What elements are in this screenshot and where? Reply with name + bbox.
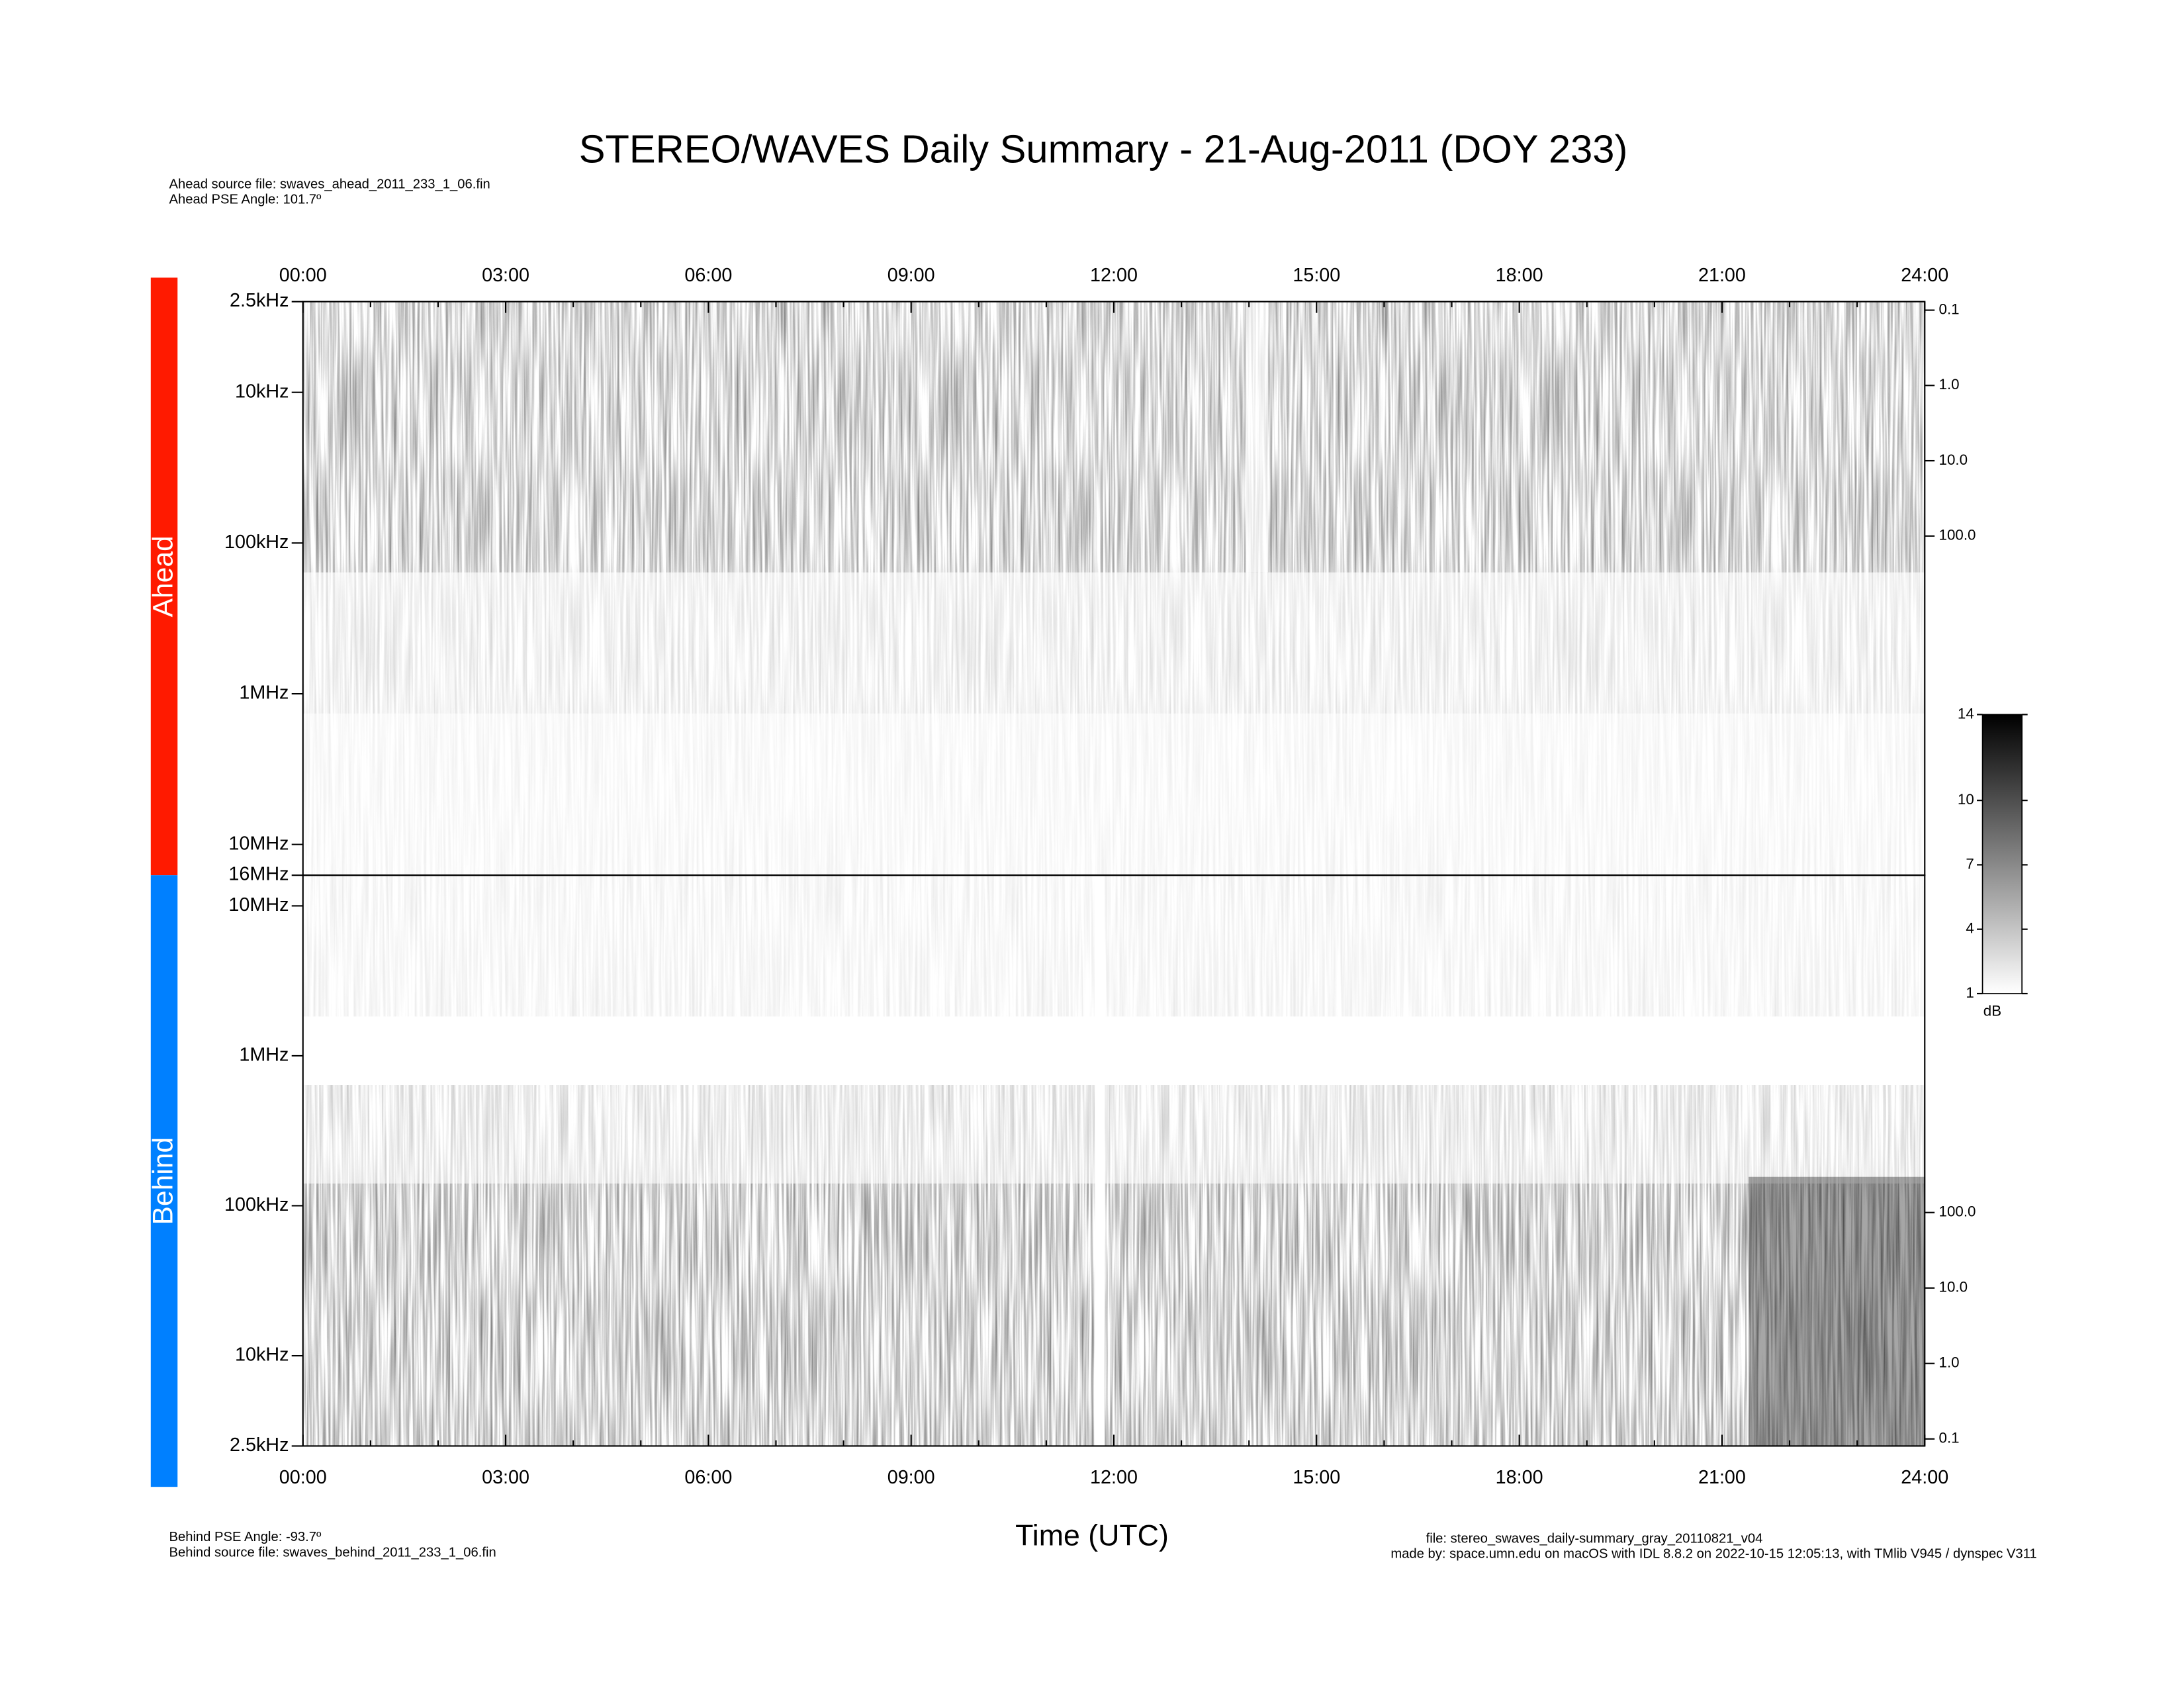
chart-title: STEREO/WAVES Daily Summary - 21-Aug-2011… bbox=[579, 127, 1628, 171]
y2-tick-label: 1.0 bbox=[1939, 376, 1960, 393]
colorbar-tick-label: 1 bbox=[1966, 984, 1974, 1001]
y-tick-label: 10MHz bbox=[228, 894, 289, 915]
x-axis-title: Time (UTC) bbox=[1015, 1520, 1169, 1552]
behind-angle: Behind PSE Angle: -93.7º bbox=[169, 1530, 322, 1544]
x-tick-label: 18:00 bbox=[1496, 265, 1543, 286]
y-tick-label: 2.5kHz bbox=[230, 290, 289, 311]
x-tick-label: 24:00 bbox=[1901, 265, 1948, 286]
x-tick-label: 21:00 bbox=[1698, 265, 1746, 286]
x-tick-label: 15:00 bbox=[1293, 1467, 1340, 1488]
ahead-angle: Ahead PSE Angle: 101.7º bbox=[169, 193, 322, 207]
panel-bar bbox=[150, 277, 178, 876]
y-tick-label: 10MHz bbox=[228, 833, 289, 854]
y-tick-label: 100kHz bbox=[224, 1194, 289, 1215]
x-tick-label: 06:00 bbox=[684, 1467, 732, 1488]
panel-bar bbox=[150, 875, 178, 1487]
y-tick-label: 1MHz bbox=[239, 682, 289, 704]
panel-label: Ahead bbox=[147, 536, 179, 617]
y2-tick-label: 0.1 bbox=[1939, 1430, 1960, 1446]
x-tick-label: 21:00 bbox=[1698, 1467, 1746, 1488]
y-tick-label: 100kHz bbox=[224, 532, 289, 553]
y-tick-label: 2.5kHz bbox=[230, 1434, 289, 1456]
y-tick-label: 10kHz bbox=[235, 1344, 289, 1366]
x-tick-label: 24:00 bbox=[1901, 1467, 1948, 1488]
x-tick-label: 18:00 bbox=[1496, 1467, 1543, 1488]
y2-tick-label: 100.0 bbox=[1939, 1203, 1976, 1220]
x-tick-label: 03:00 bbox=[482, 265, 529, 286]
y2-tick-label: 1.0 bbox=[1939, 1354, 1960, 1371]
y2-tick-label: 100.0 bbox=[1939, 527, 1976, 543]
colorbar-tick-label: 14 bbox=[1958, 705, 1974, 722]
x-tick-label: 09:00 bbox=[887, 265, 935, 286]
x-tick-label: 00:00 bbox=[279, 1467, 327, 1488]
x-tick-label: 12:00 bbox=[1090, 1467, 1138, 1488]
colorbar bbox=[1981, 714, 2023, 994]
y-tick-label: 16MHz bbox=[228, 864, 289, 885]
x-tick-label: 15:00 bbox=[1293, 265, 1340, 286]
x-tick-label: 06:00 bbox=[684, 265, 732, 286]
made-by: made by: space.umn.edu on macOS with IDL… bbox=[1390, 1547, 2036, 1562]
y2-tick-label: 10.0 bbox=[1939, 1279, 1968, 1295]
y2-tick-label: 0.1 bbox=[1939, 301, 1960, 317]
y-tick-label: 1MHz bbox=[239, 1045, 289, 1066]
file-note: file: stereo_swaves_daily-summary_gray_2… bbox=[1426, 1531, 1763, 1546]
colorbar-tick-label: 7 bbox=[1966, 855, 1974, 872]
colorbar-tick-label: 4 bbox=[1966, 920, 1974, 937]
spectrogram-texture bbox=[302, 301, 1925, 1446]
panel-label: Behind bbox=[147, 1137, 179, 1225]
colorbar-tick-label: 10 bbox=[1958, 791, 1974, 808]
y-tick-label: 10kHz bbox=[235, 381, 289, 402]
x-tick-label: 12:00 bbox=[1090, 265, 1138, 286]
ahead-source: Ahead source file: swaves_ahead_2011_233… bbox=[169, 177, 490, 191]
x-tick-label: 09:00 bbox=[887, 1467, 935, 1488]
behind-source: Behind source file: swaves_behind_2011_2… bbox=[169, 1546, 496, 1560]
y2-tick-label: 10.0 bbox=[1939, 451, 1968, 468]
colorbar-label: dB bbox=[1983, 1003, 2001, 1019]
x-tick-label: 00:00 bbox=[279, 265, 327, 286]
x-tick-label: 03:00 bbox=[482, 1467, 529, 1488]
